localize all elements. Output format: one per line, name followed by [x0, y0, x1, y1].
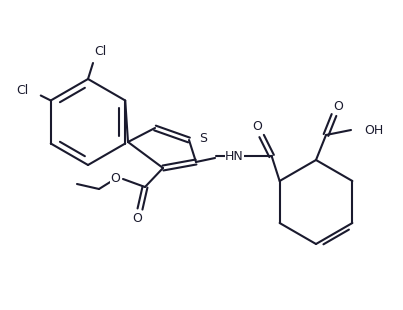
Text: HN: HN	[225, 149, 244, 162]
Text: S: S	[199, 131, 207, 144]
Text: OH: OH	[364, 123, 383, 136]
Text: O: O	[110, 172, 120, 185]
Text: O: O	[333, 100, 343, 113]
Text: Cl: Cl	[94, 45, 106, 58]
Text: O: O	[132, 211, 142, 224]
Text: Cl: Cl	[17, 84, 29, 97]
Text: O: O	[253, 121, 263, 134]
